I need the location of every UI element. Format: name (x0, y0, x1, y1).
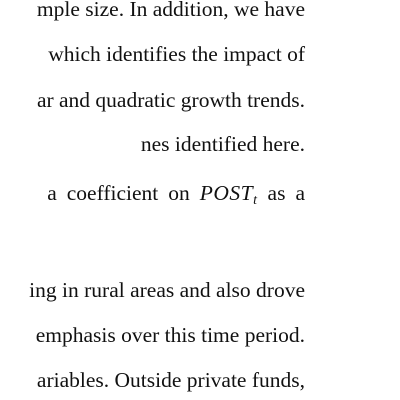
text-line: nes identified here. (140, 132, 305, 156)
text-line: which identifies the impact of (48, 42, 305, 66)
math-subscript: t (253, 193, 258, 208)
word: a (47, 181, 57, 205)
text-line-with-math: a coefficient on POSTt as a (47, 181, 305, 208)
word: coefficient (66, 181, 159, 205)
text-line: mple size. In addition, we have (36, 0, 305, 21)
text-line: emphasis over this time period. (35, 323, 305, 347)
text-line: ariables. Outside private funds, (36, 368, 305, 392)
text-line: ing in rural areas and also drove (29, 278, 305, 302)
math-variable: POSTt (199, 181, 258, 208)
word: as (267, 181, 286, 205)
text-line: ar and quadratic growth trends. (36, 88, 305, 112)
word: a (295, 181, 305, 205)
word: on (168, 181, 190, 205)
math-base: POST (199, 181, 254, 205)
